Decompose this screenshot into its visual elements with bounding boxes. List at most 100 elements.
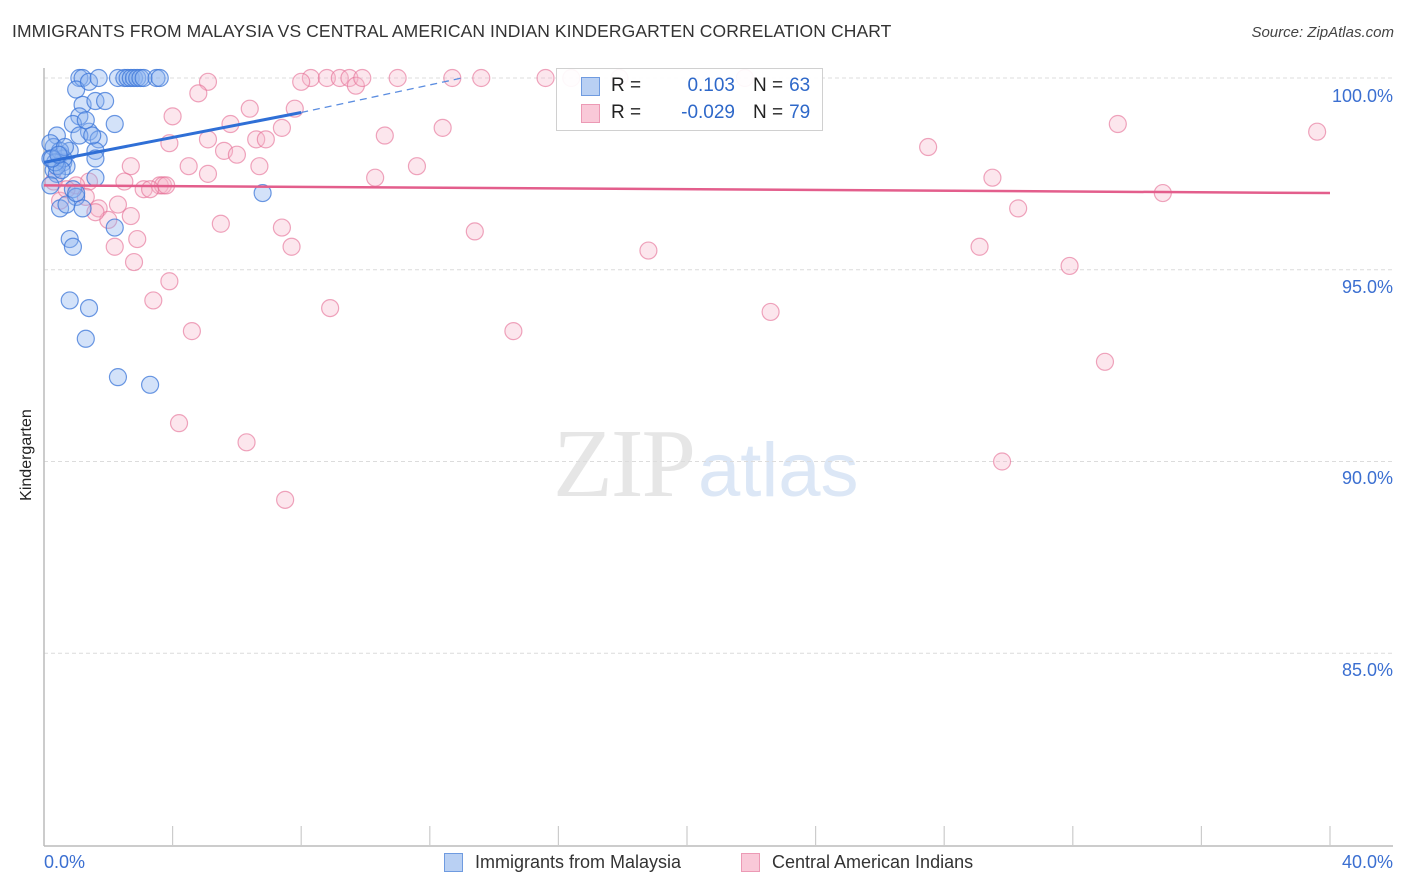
data-point[interactable] [140, 180, 160, 199]
data-point[interactable] [992, 452, 1012, 471]
data-point[interactable] [472, 68, 491, 88]
data-point[interactable] [433, 118, 452, 137]
data-point[interactable] [321, 299, 340, 318]
data-point[interactable] [536, 68, 555, 88]
axes [43, 68, 1393, 847]
data-point[interactable] [375, 126, 394, 145]
data-point[interactable] [919, 137, 938, 157]
correlation-legend: R = 0.103 N = 63 R = -0.029 N = 79 [556, 68, 823, 131]
data-point[interactable] [140, 375, 160, 394]
data-point[interactable] [189, 84, 208, 103]
data-point[interactable] [388, 68, 407, 88]
x-tick-max: 40.0% [1341, 852, 1393, 872]
data-point[interactable] [198, 164, 218, 183]
data-point[interactable] [240, 99, 259, 118]
data-point[interactable] [124, 252, 144, 272]
y-tick-95: 95.0% [1341, 277, 1393, 297]
data-point[interactable] [1095, 352, 1115, 371]
data-point[interactable] [317, 68, 337, 88]
data-point[interactable] [121, 157, 140, 176]
data-point[interactable] [353, 68, 372, 88]
data-point[interactable] [108, 368, 128, 387]
data-point[interactable] [105, 114, 124, 134]
data-point[interactable] [150, 68, 169, 88]
data-point[interactable] [86, 91, 105, 111]
n-value: 79 [789, 102, 811, 123]
data-point[interactable] [237, 433, 256, 452]
n-value: 63 [789, 75, 811, 96]
pink-swatch-icon [581, 103, 600, 123]
data-point[interactable] [330, 68, 349, 88]
legend-row-malaysia: R = 0.103 N = 63 [581, 74, 810, 98]
central-american-trend-line [43, 184, 1331, 195]
pink-swatch-icon [741, 853, 760, 872]
data-point[interactable] [70, 126, 89, 145]
data-point[interactable] [179, 157, 198, 176]
data-point[interactable] [227, 145, 246, 164]
data-point[interactable] [247, 130, 266, 149]
data-point[interactable] [108, 68, 128, 88]
data-point[interactable] [198, 130, 218, 149]
data-point[interactable] [407, 157, 427, 176]
gridlines [44, 77, 1393, 654]
data-point[interactable] [443, 68, 462, 88]
data-point[interactable] [63, 237, 83, 256]
data-point[interactable] [1009, 199, 1028, 218]
data-point[interactable] [115, 172, 134, 191]
data-point[interactable] [79, 72, 99, 91]
data-point[interactable] [95, 91, 115, 111]
data-point[interactable] [182, 322, 201, 341]
data-point[interactable] [276, 490, 295, 509]
data-point[interactable] [272, 218, 292, 237]
data-point[interactable] [105, 237, 124, 256]
data-point[interactable] [121, 206, 140, 226]
legend-item-malaysia[interactable]: Immigrants from Malaysia [444, 852, 681, 873]
malaysia-trend-extension [301, 77, 463, 114]
data-point[interactable] [250, 157, 269, 176]
data-point[interactable] [1308, 122, 1327, 141]
data-point[interactable] [79, 299, 99, 318]
data-point[interactable] [73, 199, 92, 218]
data-point[interactable] [301, 68, 320, 88]
y-tick-85: 85.0% [1341, 660, 1393, 680]
data-point[interactable] [76, 329, 95, 348]
r-value: -0.029 [681, 102, 735, 123]
data-point[interactable] [144, 291, 163, 310]
data-point[interactable] [134, 68, 153, 88]
data-point[interactable] [108, 195, 128, 214]
data-point[interactable] [86, 168, 105, 187]
data-point[interactable] [465, 222, 484, 241]
data-point[interactable] [89, 68, 108, 88]
r-label: R = [611, 75, 642, 96]
r-value: 0.103 [687, 75, 735, 96]
data-point[interactable] [163, 107, 182, 126]
data-point[interactable] [504, 322, 523, 341]
data-point[interactable] [160, 272, 179, 291]
data-point[interactable] [366, 168, 385, 187]
data-point[interactable] [292, 72, 311, 91]
data-point[interactable] [272, 118, 292, 137]
data-point[interactable] [761, 302, 780, 322]
data-point[interactable] [970, 237, 989, 256]
data-point[interactable] [76, 111, 95, 130]
data-point[interactable] [639, 241, 658, 260]
data-point[interactable] [282, 237, 301, 256]
data-point[interactable] [60, 291, 79, 310]
data-point[interactable] [211, 214, 230, 233]
legend-item-central-american[interactable]: Central American Indians [741, 852, 973, 873]
blue-swatch-icon [444, 853, 463, 872]
data-point[interactable] [128, 229, 147, 249]
y-tick-90: 90.0% [1341, 468, 1393, 488]
legend-label-malaysia: Immigrants from Malaysia [475, 852, 682, 872]
data-point[interactable] [105, 218, 124, 237]
trend-lines [43, 77, 1331, 195]
data-point[interactable] [253, 183, 272, 203]
data-point[interactable] [67, 183, 86, 203]
data-point[interactable] [1060, 256, 1079, 276]
data-point[interactable] [67, 187, 86, 206]
data-point[interactable] [256, 130, 275, 149]
data-point[interactable] [1108, 114, 1127, 134]
data-point[interactable] [169, 414, 189, 433]
data-point[interactable] [983, 168, 1002, 187]
data-point[interactable] [83, 126, 102, 145]
